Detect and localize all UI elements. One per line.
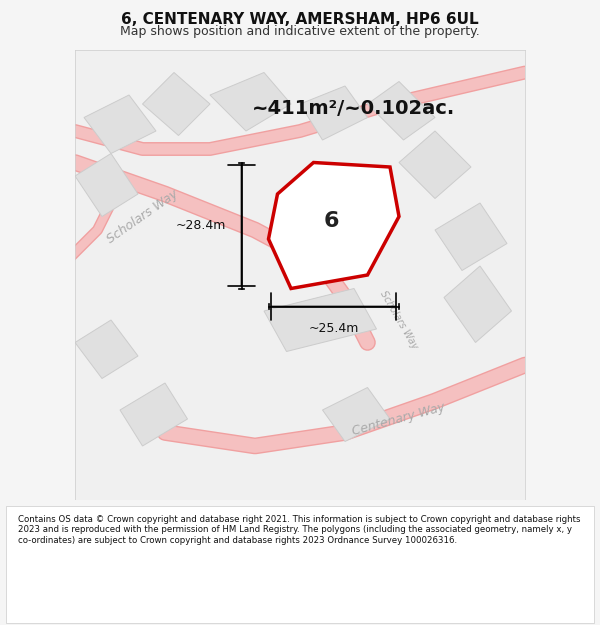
Text: Scholars Way: Scholars Way: [104, 187, 181, 246]
Polygon shape: [210, 72, 291, 131]
Polygon shape: [75, 154, 138, 216]
Text: Scholars Way: Scholars Way: [378, 289, 420, 351]
Polygon shape: [323, 388, 390, 441]
Text: Map shows position and indicative extent of the property.: Map shows position and indicative extent…: [120, 24, 480, 38]
Text: ~411m²/~0.102ac.: ~411m²/~0.102ac.: [253, 99, 455, 118]
Polygon shape: [367, 81, 435, 140]
Text: Centenary Way: Centenary Way: [351, 401, 447, 437]
Text: 6: 6: [324, 211, 339, 231]
Polygon shape: [84, 95, 156, 154]
Polygon shape: [264, 289, 377, 351]
Polygon shape: [444, 266, 511, 342]
Polygon shape: [75, 320, 138, 379]
Polygon shape: [300, 86, 367, 140]
Polygon shape: [120, 383, 187, 446]
Text: ~25.4m: ~25.4m: [308, 322, 359, 335]
Polygon shape: [143, 72, 210, 136]
Text: 6, CENTENARY WAY, AMERSHAM, HP6 6UL: 6, CENTENARY WAY, AMERSHAM, HP6 6UL: [121, 12, 479, 28]
Polygon shape: [435, 203, 507, 271]
Text: Contains OS data © Crown copyright and database right 2021. This information is : Contains OS data © Crown copyright and d…: [18, 515, 581, 545]
Polygon shape: [399, 131, 471, 199]
Text: ~28.4m: ~28.4m: [175, 219, 226, 232]
Polygon shape: [269, 162, 399, 289]
